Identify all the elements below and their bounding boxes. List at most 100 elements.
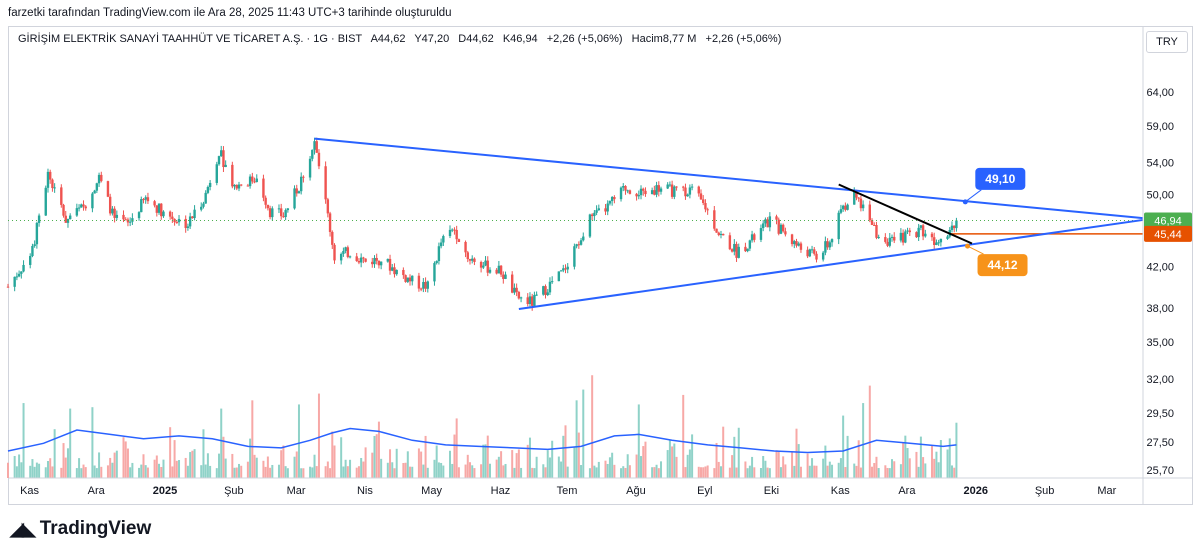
candle [468,258,472,265]
candle-body [188,216,192,227]
candle-body [797,243,800,246]
candle [533,291,536,307]
volume-bar [380,458,383,478]
candle [875,221,878,240]
candle-body [619,187,623,200]
volume-bar [535,456,538,478]
volume-bar [422,464,425,478]
volume-bar [355,467,358,478]
volume-bar [597,461,600,478]
candle-body [497,265,501,274]
candle [66,218,70,228]
candle [690,183,694,191]
candle-body [484,260,487,266]
volume-bar [364,447,367,478]
candle-body [517,291,521,299]
candle [795,238,798,248]
candle [311,149,314,162]
candle-body [744,246,747,252]
candle [33,240,36,248]
volume-bar [20,462,23,478]
candle [439,238,443,249]
candle [706,207,709,215]
candle [324,161,327,204]
volume-bar [326,461,329,478]
candle [504,271,507,280]
candle [799,241,803,253]
volume-bar [564,425,567,478]
ohlc-open: A44,62 [370,33,406,45]
candle-body [528,296,532,304]
candle-body [451,229,454,231]
candle [606,200,609,216]
volume-bar [500,451,503,478]
candle-body [453,229,456,231]
candle-body [348,256,352,258]
candle [15,272,19,281]
price-tag [1144,212,1192,229]
volume-bar [280,450,283,478]
candle-body [642,188,645,191]
candle-body [175,222,179,224]
tradingview-brand[interactable]: ◢◣ TradingView [10,518,151,540]
candle [17,270,21,278]
candle-body [846,204,849,210]
symbol-name[interactable]: GİRİŞİM ELEKTRİK SANAYİ TAAHHÜT VE TİCAR… [18,33,363,45]
callout-pointer [967,245,984,255]
candle-body [837,212,840,240]
candle [13,276,16,292]
candle [75,203,79,217]
volume-bar [831,464,834,478]
y-tick-label: 32,00 [1146,374,1174,386]
volume-bar [240,465,243,478]
volume-bar [437,462,440,478]
candle [137,211,141,221]
candle-body [886,241,889,246]
candle [433,261,436,286]
volume-bar [246,461,249,478]
volume-bar [82,464,85,478]
candle-body [702,199,705,204]
candle-body [437,246,441,262]
callout-box [977,254,1028,277]
candle [395,269,398,276]
candle-body [144,197,147,200]
candle-body [297,191,301,194]
candle-body [535,294,538,296]
candle [546,289,549,297]
currency-selector[interactable]: TRY [1146,31,1188,53]
candle [704,199,707,213]
candle-body [526,297,529,304]
candle-body [830,239,834,243]
candle [251,172,254,184]
candle [728,232,732,251]
candle-body [861,204,865,209]
candle-body [277,208,281,210]
candle [557,271,561,282]
volume-bar [915,451,918,478]
candle-body [162,211,165,217]
candle [824,236,827,256]
candle [122,210,125,223]
volume-bar [284,466,287,478]
candle [6,283,10,288]
candle-body [950,225,954,231]
volume-bar [904,435,907,478]
candle-body [206,187,210,193]
candle-body [582,236,585,241]
volume-bar [222,436,225,478]
candle [735,241,738,262]
x-tick-label: Tem [557,485,578,497]
candle-body [593,212,596,217]
candle [946,234,949,240]
volume-bar [175,460,178,478]
volume-bar [595,467,598,478]
candle [488,267,492,274]
volume-bar [346,466,349,478]
candle-body [402,269,405,276]
candle [248,174,252,189]
candle [579,237,583,246]
volume-bar [69,408,72,478]
volume-bar [466,454,469,478]
